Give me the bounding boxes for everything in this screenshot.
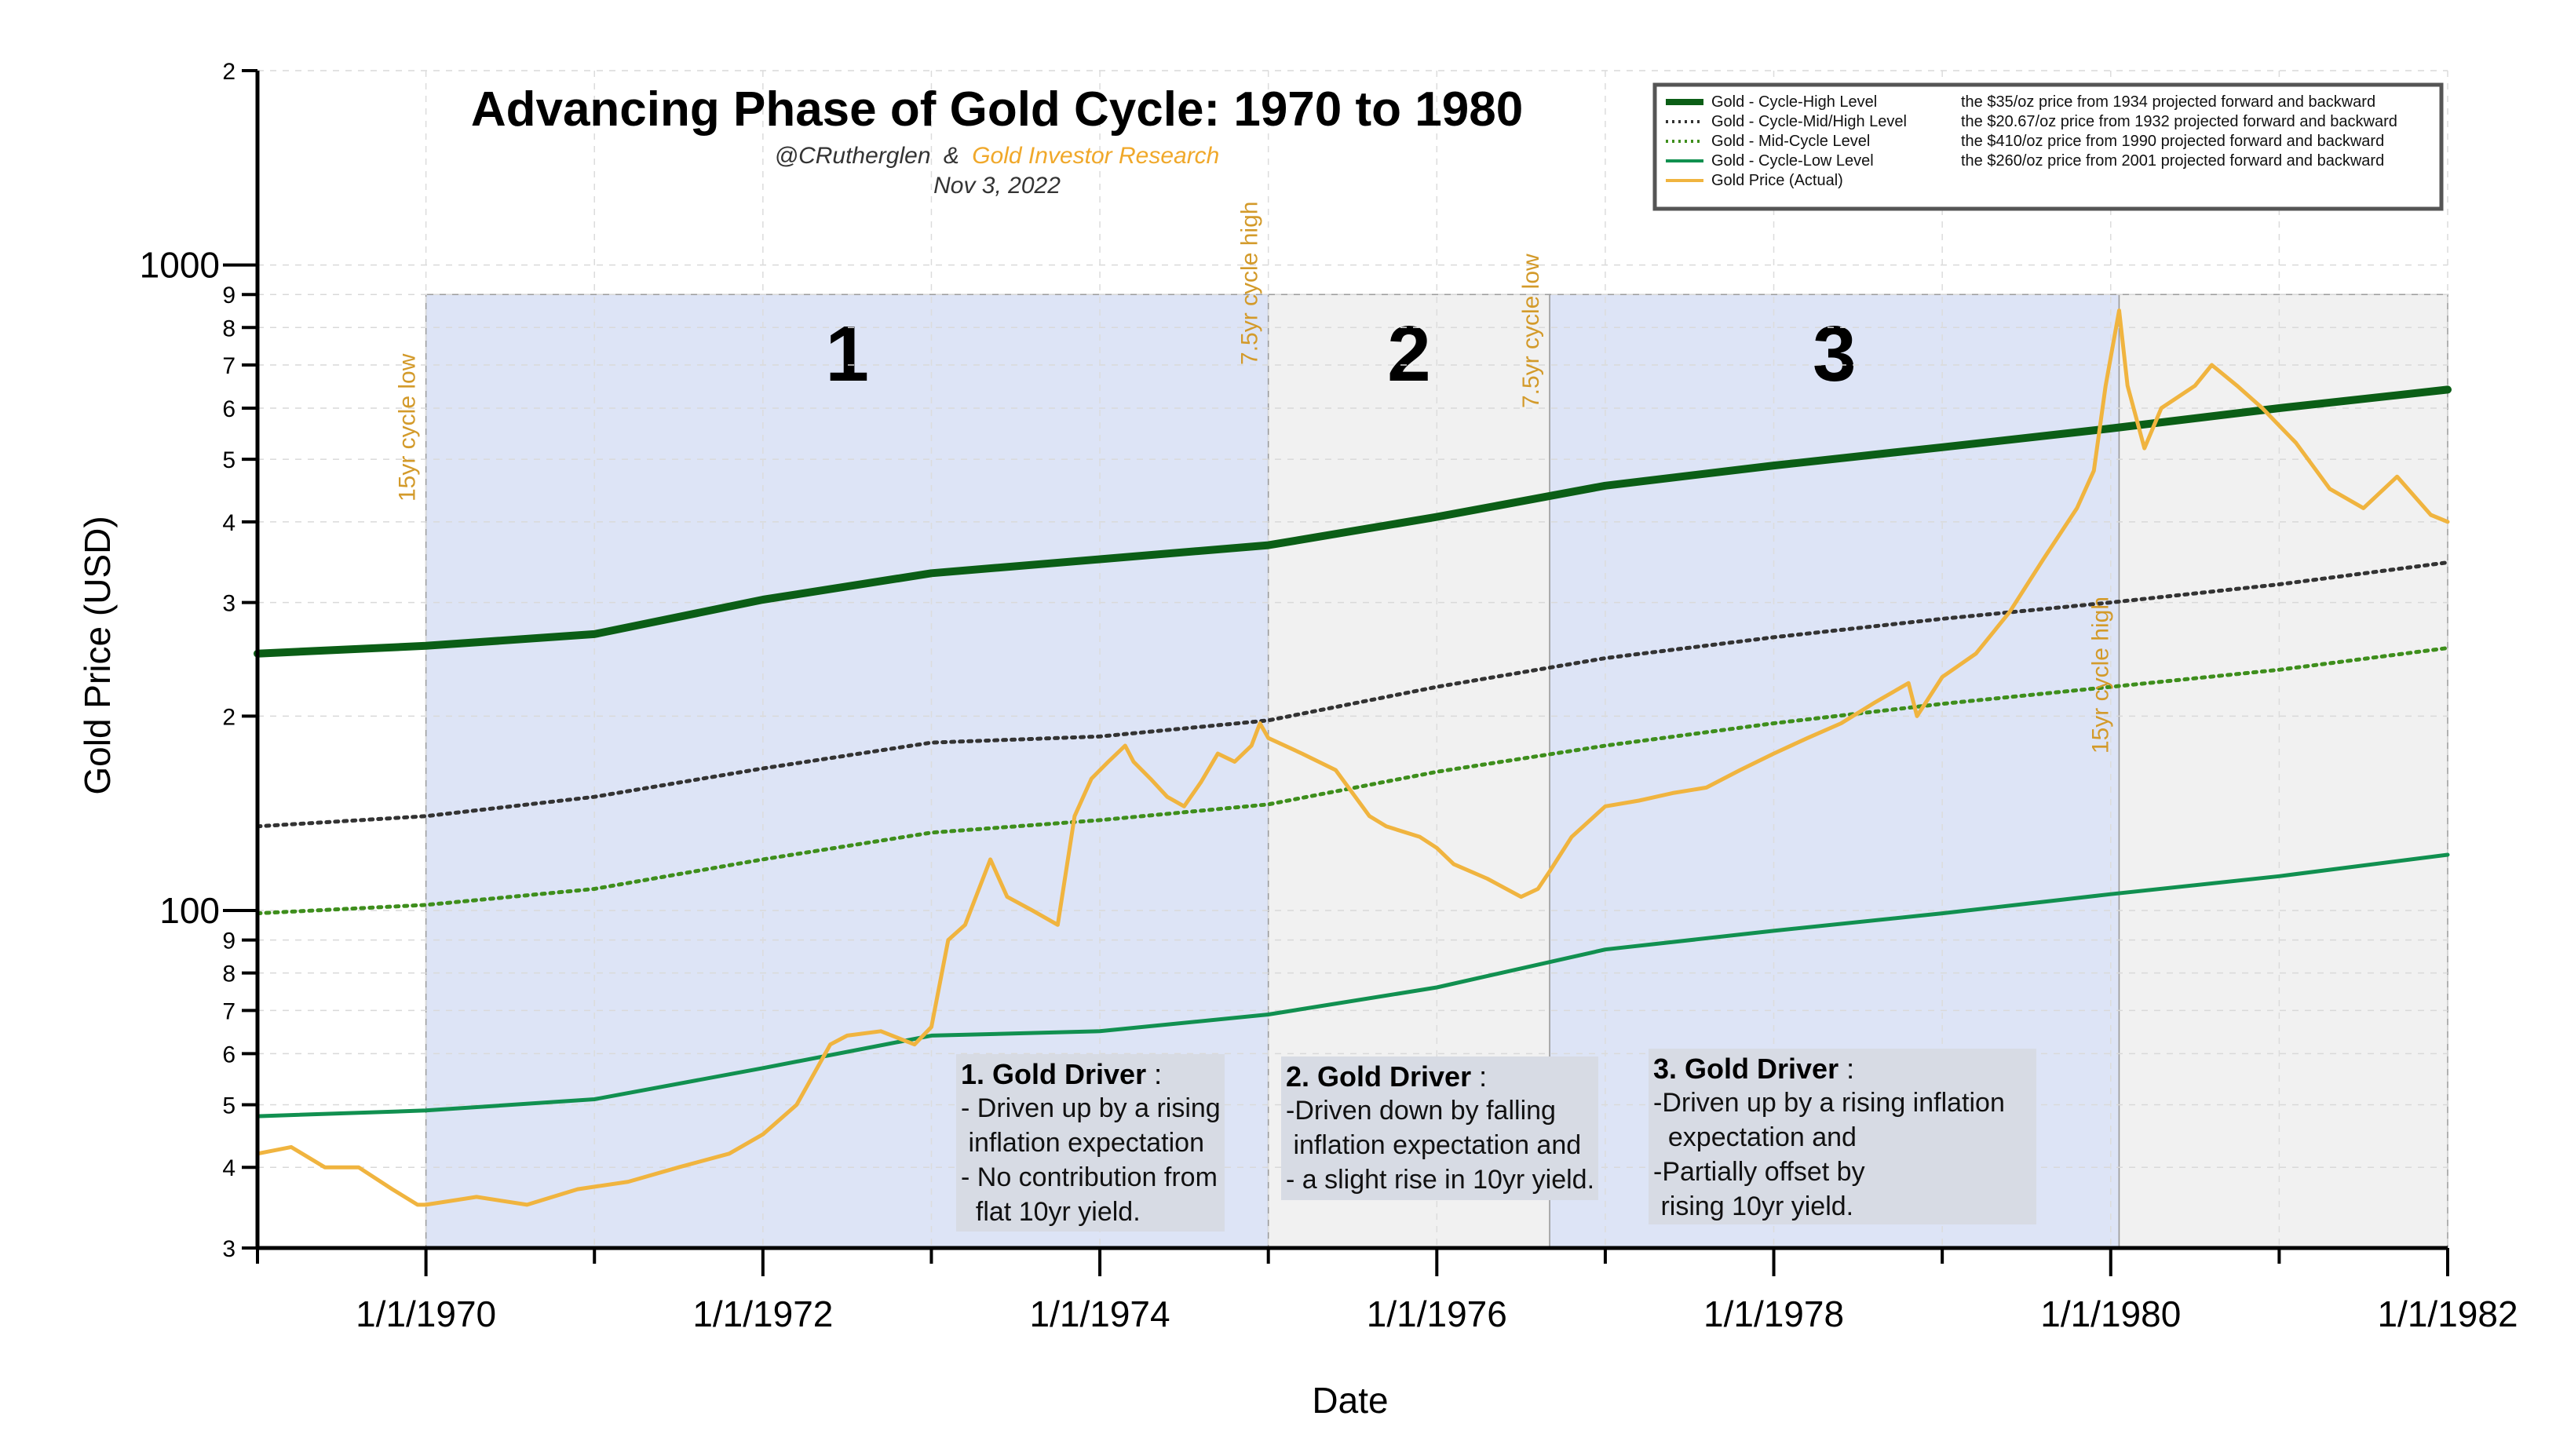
y-tick-label-14: 6 (222, 1042, 236, 1067)
y-tick-label-12: 8 (222, 962, 236, 987)
note-line-3-1: expectation and (1653, 1122, 1857, 1152)
series-lines (254, 308, 2452, 1207)
x-tick-label-2: 1/1/1974 (1030, 1294, 1170, 1334)
driver-notes: 1. Gold Driver :- Driven up by a rising … (956, 1049, 2036, 1232)
note-line-1-0: - Driven up by a rising (961, 1093, 1221, 1123)
legend-box (1652, 82, 2444, 211)
chart-date: Nov 3, 2022 (933, 173, 1061, 199)
note-box-3 (1649, 1049, 2036, 1224)
cycle-marker-2: 7.5yr cycle low (1518, 254, 1544, 408)
y-tick-label-10: 100 (159, 890, 220, 931)
note-heading-colon: : (1146, 1058, 1162, 1090)
phase-region-3 (2118, 294, 2448, 1249)
legend: Gold - Cycle-High Level the $35/oz price … (1652, 82, 2444, 211)
x-tick-label-1: 1/1/1972 (692, 1294, 833, 1334)
legend-desc-2: the $410/oz price from 1990 projected fo… (1961, 133, 2384, 150)
series-line-3 (255, 852, 2450, 1118)
y-tick-label-0: 2 (222, 59, 236, 85)
cycle-marker-1: 7.5yr cycle high (1237, 202, 1263, 365)
y-tick-label-15: 5 (222, 1093, 236, 1119)
y-tick-label-5: 6 (222, 396, 236, 422)
subtitle-author: @CRutherglen (775, 143, 931, 169)
phase-label-3: 3 (1813, 310, 1857, 398)
legend-desc-0: the $35/oz price from 1934 projected for… (1961, 93, 2375, 111)
x-tick-label-5: 1/1/1980 (2040, 1294, 2181, 1334)
x-tick-label-6: 1/1/1982 (2377, 1294, 2518, 1334)
note-heading-colon: : (1838, 1053, 1854, 1085)
note-box-2 (1281, 1056, 1598, 1200)
chart-subtitle: @CRutherglen & Gold Investor Research (775, 143, 1220, 169)
y-tick-label-11: 9 (222, 929, 236, 954)
y-tick-label-3: 8 (222, 316, 236, 341)
note-heading-1: 1. Gold Driver : (961, 1058, 1162, 1090)
legend-label-1: Gold - Cycle-Mid/High Level (1711, 113, 1907, 130)
cycle-marker-0: 15yr cycle low (395, 353, 421, 502)
chart-title: Advancing Phase of Gold Cycle: 1970 to 1… (471, 82, 1523, 137)
note-line-2-0: -Driven down by falling (1286, 1096, 1556, 1126)
phase-label-1: 1 (825, 310, 869, 398)
x-tick-label-4: 1/1/1978 (1703, 1294, 1844, 1334)
series-line-2 (255, 646, 2450, 916)
note-heading-colon: : (1471, 1060, 1487, 1093)
note-line-3-0: -Driven up by a rising inflation (1653, 1088, 2005, 1118)
y-tick-label-8: 3 (222, 591, 236, 617)
note-line-2-2: - a slight rise in 10yr yield. (1286, 1165, 1594, 1195)
y-tick-label-9: 2 (222, 704, 236, 730)
legend-label-3: Gold - Cycle-Low Level (1711, 152, 1874, 170)
y-tick-label-1: 1000 (140, 245, 220, 286)
note-line-3-2: -Partially offset by (1653, 1157, 1865, 1187)
y-tick-label-4: 7 (222, 353, 236, 379)
y-tick-label-17: 3 (222, 1236, 236, 1262)
y-tick-label-2: 9 (222, 283, 236, 308)
legend-label-4: Gold Price (Actual) (1711, 172, 1843, 189)
x-tick-label-0: 1/1/1970 (356, 1294, 496, 1334)
legend-desc-3: the $260/oz price from 2001 projected fo… (1961, 152, 2384, 170)
phase-label-2: 2 (1387, 310, 1431, 398)
legend-label-0: Gold - Cycle-High Level (1711, 93, 1877, 111)
y-axis-title: Gold Price (USD) (77, 516, 118, 794)
series-line-4 (255, 308, 2450, 1207)
note-box-1 (956, 1054, 1225, 1232)
x-axis-title: Date (1312, 1380, 1388, 1421)
legend-desc-1: the $20.67/oz price from 1932 projected … (1961, 113, 2397, 130)
x-tick-label-3: 1/1/1976 (1367, 1294, 1507, 1334)
note-heading-3: 3. Gold Driver : (1653, 1053, 1854, 1085)
subtitle-org: Gold Investor Research (972, 143, 1219, 169)
note-line-1-1: inflation expectation (961, 1128, 1204, 1158)
note-line-3-3: rising 10yr yield. (1653, 1191, 1853, 1221)
subtitle-amp: & (944, 143, 959, 169)
y-tick-label-13: 7 (222, 998, 236, 1024)
grid-lines (257, 70, 2448, 1249)
cycle-markers: 15yr cycle low 7.5yr cycle high 7.5yr cycl… (395, 202, 2114, 754)
note-line-1-2: - No contribution from (961, 1162, 1218, 1192)
note-line-1-3: flat 10yr yield. (961, 1197, 1141, 1227)
series-line-1 (255, 560, 2450, 829)
y-tick-label-16: 4 (222, 1155, 236, 1181)
note-heading-2: 2. Gold Driver : (1286, 1060, 1487, 1093)
series-line-0 (254, 385, 2452, 658)
y-tick-label-6: 5 (222, 447, 236, 473)
cycle-marker-3: 15yr cycle high (2088, 597, 2114, 754)
legend-label-2: Gold - Mid-Cycle Level (1711, 133, 1870, 150)
note-line-2-1: inflation expectation and (1286, 1130, 1581, 1160)
y-tick-label-7: 4 (222, 510, 236, 536)
